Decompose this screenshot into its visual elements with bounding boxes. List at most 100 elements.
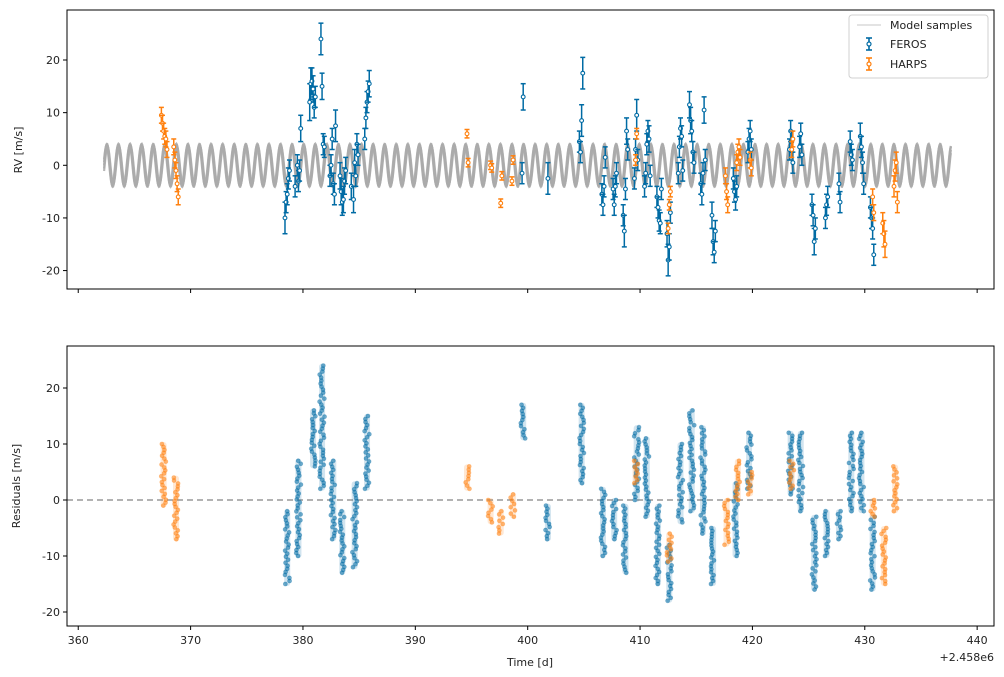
- feros-rv-point: [701, 96, 707, 124]
- harps-residual-cluster: [158, 441, 169, 509]
- rv-x-ticks: [77, 289, 978, 293]
- model-sample-curve: [102, 144, 952, 187]
- harps-rv-point: [748, 159, 754, 177]
- feros-residual-cluster: [846, 430, 857, 514]
- y-tick-label: -20: [42, 265, 60, 278]
- feros-residual-cluster: [317, 363, 327, 492]
- feros-rv-point: [286, 159, 292, 182]
- feros-rv-point: [282, 201, 288, 235]
- y-tick-label: -20: [42, 606, 60, 619]
- harps-rv-point: [891, 175, 897, 198]
- harps-rv-point: [634, 127, 640, 140]
- feros-residual-cluster: [598, 486, 608, 559]
- feros-residual-cluster: [328, 458, 338, 542]
- x-tick-label: 410: [630, 634, 651, 647]
- feros-residual-cluster: [362, 413, 372, 492]
- residuals-x-ticks: 360 370 380 390 400 410 420 430 440: [68, 626, 988, 647]
- rv-y-ticks: -20 -10 0 10 20: [42, 54, 67, 278]
- feros-rv-point: [712, 219, 718, 243]
- feros-residual-cluster: [708, 525, 717, 587]
- feros-rv-point: [858, 135, 864, 159]
- feros-rv-point: [634, 98, 640, 132]
- feros-rv-point: [621, 214, 627, 248]
- feros-rv-point: [580, 56, 586, 90]
- harps-rv-point: [510, 155, 516, 165]
- feros-rv-point: [355, 143, 361, 167]
- feros-rv-point: [600, 193, 606, 217]
- feros-rv-point: [613, 161, 619, 185]
- model-samples-band: [102, 141, 952, 189]
- x-tick-label: 390: [405, 634, 426, 647]
- feros-rv-point: [320, 132, 326, 156]
- y-tick-label: -10: [42, 212, 60, 225]
- feros-rv-point: [611, 193, 617, 217]
- feros-rv-point: [679, 125, 685, 148]
- feros-rv-point: [810, 204, 816, 227]
- feros-rv-point: [702, 148, 708, 172]
- feros-rv-point: [321, 135, 327, 159]
- harps-residual-cluster: [631, 458, 641, 486]
- harps-residual-cluster: [664, 531, 675, 564]
- feros-residual-cluster: [653, 503, 663, 587]
- feros-rv-point: [837, 190, 843, 214]
- harps-residual-cluster: [508, 491, 518, 520]
- residuals-y-ticks: -20 -10 0 10 20: [42, 382, 67, 619]
- rv-data-points: [158, 22, 900, 277]
- harps-residual-cluster: [171, 475, 181, 542]
- harps-rv-point: [498, 198, 504, 209]
- feros-rv-point: [747, 119, 753, 143]
- x-tick-label: 400: [517, 634, 538, 647]
- legend-label-harps: HARPS: [890, 58, 927, 71]
- feros-residual-cluster: [337, 508, 347, 576]
- feros-rv-point: [871, 243, 877, 267]
- feros-rv-point: [734, 175, 740, 198]
- harps-residual-cluster: [879, 525, 889, 587]
- feros-rv-point: [312, 85, 318, 109]
- feros-rv-point: [691, 151, 697, 174]
- residuals-axes-frame: [66, 345, 995, 627]
- harps-rv-point: [667, 185, 673, 198]
- x-tick-label: 430: [854, 634, 875, 647]
- feros-rv-point: [799, 143, 805, 167]
- feros-residual-cluster: [795, 430, 806, 514]
- legend-feros-swatch: [866, 37, 872, 51]
- feros-rv-point: [675, 161, 681, 185]
- x-tick-label: 370: [180, 634, 201, 647]
- feros-residual-cluster: [686, 407, 697, 514]
- feros-residual-cluster: [293, 458, 304, 559]
- harps-rv-point: [882, 230, 888, 259]
- feros-residual-cluster: [308, 407, 318, 469]
- harps-rv-point: [665, 222, 671, 235]
- feros-residual-cluster: [642, 435, 652, 520]
- rv-y-axis-label: RV [m/s]: [12, 127, 25, 174]
- feros-rv-point: [329, 127, 335, 151]
- residual-clusters: [158, 363, 900, 604]
- feros-rv-point: [631, 167, 637, 190]
- y-tick-label: 10: [46, 107, 60, 120]
- feros-rv-point: [343, 156, 349, 185]
- feros-rv-point: [520, 82, 526, 111]
- legend-label-model: Model samples: [890, 19, 973, 32]
- feros-residual-cluster: [856, 430, 867, 514]
- harps-rv-point: [790, 130, 796, 148]
- feros-rv-point: [849, 148, 855, 172]
- harps-rv-point: [789, 140, 795, 159]
- harps-residual-cluster: [745, 469, 755, 497]
- feros-rv-point: [601, 175, 607, 198]
- harps-rv-point: [164, 140, 170, 159]
- harps-rv-point: [465, 157, 471, 168]
- harps-rv-point: [893, 151, 899, 174]
- legend-frame: [848, 14, 989, 79]
- harps-rv-point: [464, 128, 470, 139]
- feros-rv-point: [333, 109, 339, 143]
- harps-rv-point: [174, 175, 180, 193]
- feros-rv-point: [366, 69, 372, 98]
- feros-rv-point: [318, 22, 324, 56]
- y-tick-label: 0: [53, 494, 60, 507]
- feros-residual-cluster: [350, 480, 360, 570]
- feros-rv-point: [624, 117, 630, 145]
- feros-residual-cluster: [675, 441, 686, 525]
- feros-residual-cluster: [620, 503, 629, 576]
- feros-residual-cluster: [822, 508, 831, 559]
- harps-rv-point: [509, 176, 515, 187]
